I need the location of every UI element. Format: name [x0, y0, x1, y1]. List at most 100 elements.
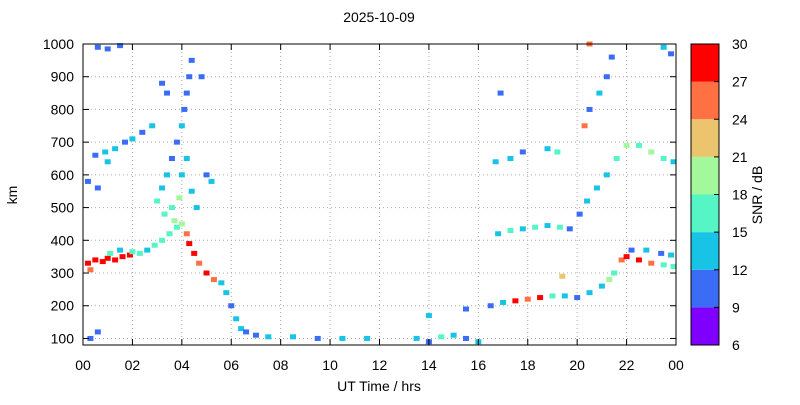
snr-cell	[613, 156, 620, 162]
snr-cell	[136, 250, 143, 256]
snr-cell	[154, 198, 161, 204]
snr-cell	[176, 195, 183, 201]
snr-cell	[104, 255, 111, 261]
snr-cell	[495, 231, 502, 237]
colorbar-segment	[691, 269, 719, 308]
snr-cell	[603, 172, 610, 178]
x-tick-label: 02	[125, 357, 141, 373]
snr-cell	[94, 185, 101, 191]
colorbar-tick-label: 12	[732, 262, 748, 278]
snr-cell	[178, 221, 185, 227]
colorbar-tick-label: 15	[732, 224, 748, 240]
snr-cell	[191, 250, 198, 256]
snr-cell	[129, 136, 136, 142]
snr-cell	[660, 156, 667, 162]
x-tick-label: 10	[322, 357, 338, 373]
snr-cell	[635, 257, 642, 263]
snr-cell	[413, 335, 420, 341]
snr-cell	[559, 273, 566, 279]
snr-cell	[122, 139, 129, 145]
snr-cell	[519, 149, 526, 155]
snr-cell	[208, 178, 215, 184]
snr-cell	[532, 224, 539, 230]
snr-cell	[618, 257, 625, 263]
snr-cell	[102, 149, 109, 155]
snr-cell	[648, 260, 655, 266]
y-tick-label: 600	[51, 167, 75, 183]
snr-cell	[450, 332, 457, 338]
snr-cell	[608, 54, 615, 60]
snr-cell	[87, 267, 94, 273]
x-tick-label: 22	[619, 357, 635, 373]
snr-cell	[643, 247, 650, 253]
snr-cell	[159, 80, 166, 86]
x-tick-label: 00	[668, 357, 684, 373]
snr-cell	[173, 139, 180, 145]
snr-cell	[566, 226, 573, 232]
y-axis-label: km	[4, 186, 20, 205]
snr-cell	[161, 211, 168, 217]
snr-cell	[94, 44, 101, 50]
snr-cell	[119, 254, 126, 260]
snr-cell	[561, 293, 568, 299]
snr-cell	[171, 218, 178, 224]
snr-cell	[581, 123, 588, 129]
snr-cell	[151, 242, 158, 248]
colorbar-segment	[691, 307, 719, 345]
colorbar-segment	[691, 194, 719, 233]
snr-cell	[87, 335, 94, 341]
snr-cell	[84, 260, 91, 266]
colorbar-tick-label: 9	[732, 299, 740, 315]
plot-frame	[82, 43, 677, 346]
snr-cell	[188, 57, 195, 63]
snr-cell	[603, 74, 610, 80]
snr-cell	[660, 44, 667, 50]
colorbar-segment	[691, 81, 719, 120]
snr-cell	[623, 254, 630, 260]
colorbar-tick-label: 27	[732, 74, 748, 90]
snr-cell	[574, 295, 581, 301]
snr-cell	[94, 329, 101, 335]
snr-cell	[233, 316, 240, 322]
snr-cell	[228, 303, 235, 309]
snr-cell	[164, 90, 171, 96]
snr-cell	[92, 152, 99, 158]
snr-cell	[238, 326, 245, 332]
colorbar-segment	[691, 156, 719, 195]
snr-cell	[438, 334, 445, 340]
snr-cell	[117, 247, 124, 253]
snr-cell	[364, 335, 371, 341]
snr-cell	[497, 90, 504, 96]
colorbar-tick-label: 30	[732, 36, 748, 52]
snr-cell	[183, 90, 190, 96]
snr-cell	[635, 142, 642, 148]
snr-cell	[223, 290, 230, 296]
snr-cell	[92, 257, 99, 263]
snr-cell	[593, 185, 600, 191]
snr-cell	[537, 295, 544, 301]
snr-cell	[668, 51, 675, 57]
snr-cell	[623, 142, 630, 148]
snr-cell	[500, 299, 507, 305]
snr-cell	[168, 156, 175, 162]
snr-cell	[512, 298, 519, 304]
y-tick-label: 700	[51, 134, 75, 150]
snr-cell	[596, 90, 603, 96]
snr-cell	[670, 159, 677, 165]
snr-cell	[507, 227, 514, 233]
colorbar-tick-label: 24	[732, 111, 748, 127]
x-axis-label: UT Time / hrs	[337, 378, 421, 394]
snr-cell	[129, 249, 136, 255]
snr-cell	[178, 172, 185, 178]
snr-cell	[425, 313, 432, 319]
snr-cell	[487, 303, 494, 309]
y-tick-label: 300	[51, 265, 75, 281]
x-tick-label: 14	[421, 357, 437, 373]
snr-cell	[188, 188, 195, 194]
snr-cell	[198, 74, 205, 80]
snr-cell	[112, 257, 119, 263]
snr-cell	[314, 335, 321, 341]
snr-cell	[586, 106, 593, 112]
x-tick-label: 04	[174, 357, 190, 373]
